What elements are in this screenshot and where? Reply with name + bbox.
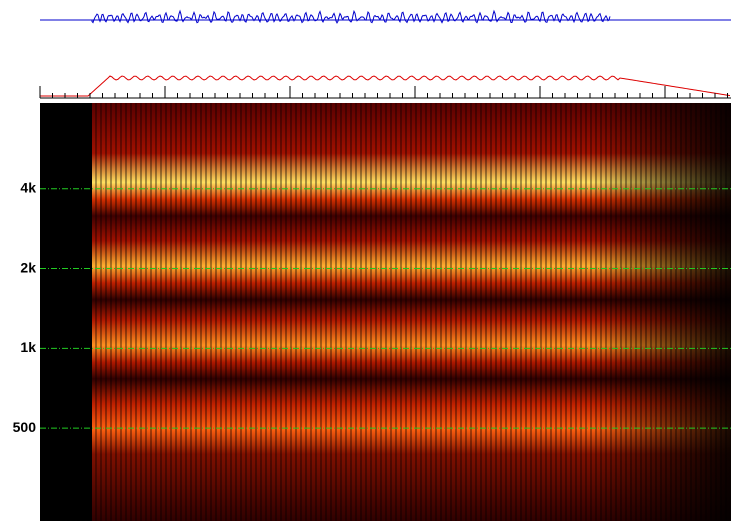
waveform (92, 11, 610, 23)
spectrogram-fade (92, 103, 731, 521)
y-tick-label: 2k (20, 259, 36, 275)
y-tick-label: 500 (13, 419, 37, 435)
envelope (40, 76, 730, 96)
spectrogram-view: 4k 2k 1k 500 (0, 0, 731, 521)
y-tick-label: 4k (20, 179, 36, 195)
ruler-ticks (40, 86, 728, 98)
y-tick-label: 1k (20, 339, 36, 355)
